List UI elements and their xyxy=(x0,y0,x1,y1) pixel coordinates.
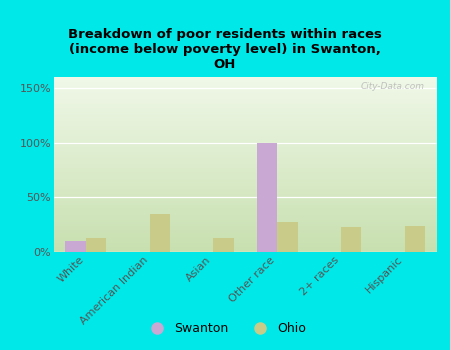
Bar xyxy=(66,241,86,252)
Bar xyxy=(86,238,106,252)
Bar xyxy=(149,214,170,252)
Bar xyxy=(405,226,425,252)
Bar xyxy=(341,227,361,252)
Bar xyxy=(256,143,277,252)
Bar xyxy=(213,238,234,252)
Text: City-Data.com: City-Data.com xyxy=(361,82,425,91)
Legend: Swanton, Ohio: Swanton, Ohio xyxy=(139,317,311,340)
Bar xyxy=(277,223,297,252)
Text: Breakdown of poor residents within races
(income below poverty level) in Swanton: Breakdown of poor residents within races… xyxy=(68,28,382,71)
